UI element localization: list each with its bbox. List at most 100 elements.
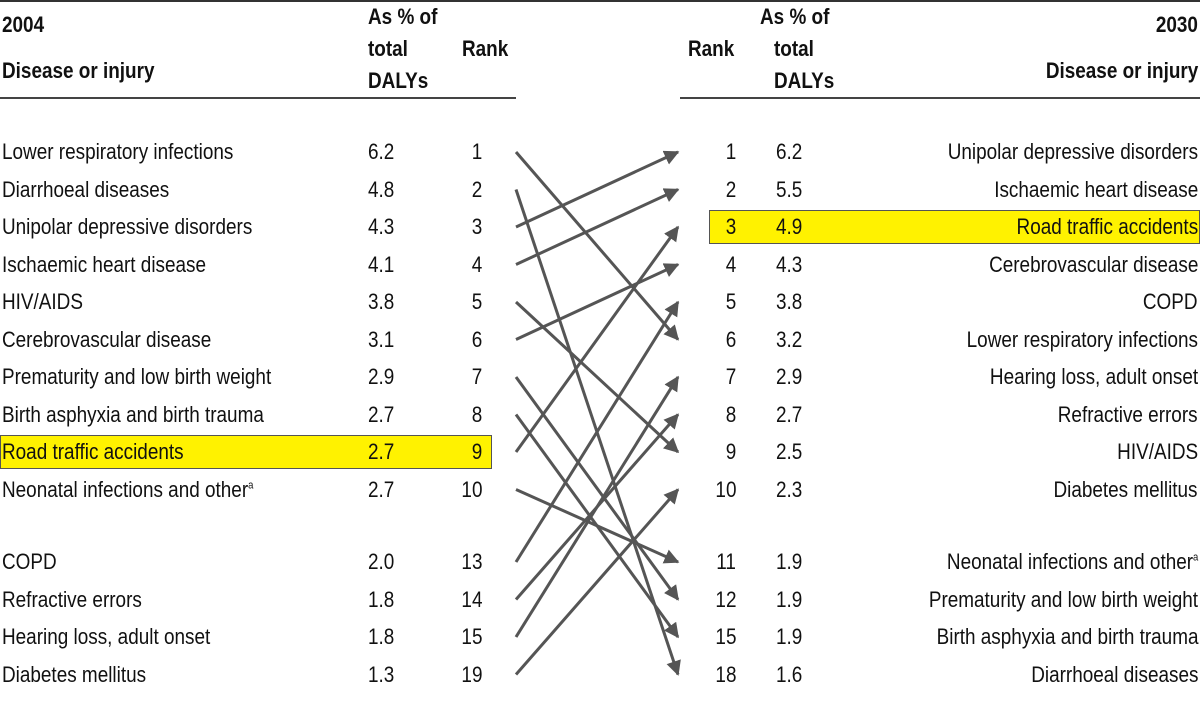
left-disease-header: Disease or injury [2, 58, 155, 83]
right-pct-value: 2.7 [776, 401, 803, 427]
left-pct-value: 3.1 [368, 326, 395, 352]
left-pct-value: 2.0 [368, 549, 395, 574]
left-year: 2004 [2, 12, 45, 37]
left-rank-value: 1 [471, 139, 482, 164]
left-rank-value: 10 [460, 476, 482, 502]
left-pct-value: 1.8 [368, 624, 395, 649]
right-pct-value: 3.8 [776, 289, 803, 314]
rank-change-arrow [514, 488, 680, 676]
right-rank-value: 10 [714, 476, 736, 502]
left-rank-value: 5 [471, 289, 482, 314]
right-pct-value: 3.2 [776, 326, 803, 352]
left-disease-name: Birth asphyxia and birth trauma [2, 401, 264, 427]
right-disease-name: Unipolar depressive disorders [947, 139, 1198, 164]
right-rank-value: 2 [725, 176, 736, 202]
right-pct-value: 1.9 [776, 586, 803, 612]
left-disease-name: Diabetes mellitus [2, 661, 147, 687]
right-disease-name: Cerebrovascular disease [988, 251, 1198, 277]
left-disease-name: HIV/AIDS [2, 289, 83, 314]
right-rank-value: 9 [725, 439, 736, 464]
left-pct-value: 1.8 [368, 586, 395, 612]
left-disease-name: Road traffic accidents [2, 439, 184, 464]
right-disease-header: Disease or injury [1045, 58, 1198, 83]
right-rank-value: 5 [725, 289, 736, 314]
right-disease-name: Lower respiratory infections [966, 326, 1198, 352]
right-rank-header: Rank [688, 36, 735, 61]
left-pct-header-2: total [368, 36, 408, 61]
right-pct-value: 5.5 [776, 176, 803, 202]
left-pct-value: 1.3 [368, 661, 395, 687]
rank-change-arrow [515, 150, 680, 229]
top-rule [0, 0, 1200, 2]
left-pct-value: 2.9 [368, 364, 395, 389]
left-pct-value: 2.7 [368, 476, 395, 502]
right-rank-value: 1 [725, 139, 736, 164]
left-disease-name: Unipolar depressive disorders [2, 214, 253, 239]
rank-change-arrow [514, 225, 680, 453]
right-pct-value: 4.9 [776, 214, 803, 239]
left-pct-header-1: As % of [368, 4, 438, 29]
left-disease-name: Ischaemic heart disease [2, 251, 207, 277]
right-rank-value: 18 [714, 661, 736, 687]
right-year: 2030 [1155, 12, 1198, 37]
right-header-rule [680, 97, 1200, 99]
left-pct-value: 4.8 [368, 176, 395, 202]
left-rank-value: 9 [471, 439, 482, 464]
footnote-marker: a [248, 479, 254, 492]
right-pct-value: 2.3 [776, 476, 803, 502]
left-rank-value: 2 [471, 176, 482, 202]
left-rank-value: 13 [460, 549, 482, 574]
right-pct-header-2: total [774, 36, 814, 61]
left-rank-value: 4 [471, 251, 482, 277]
right-pct-value: 1.9 [776, 549, 803, 574]
left-disease-name: Refractive errors [2, 586, 142, 612]
left-rank-header: Rank [462, 36, 509, 61]
left-rank-value: 6 [471, 326, 482, 352]
left-row-highlight [0, 435, 492, 469]
left-pct-value: 2.7 [368, 439, 395, 464]
right-rank-value: 4 [725, 251, 736, 277]
right-rank-value: 8 [725, 401, 736, 427]
left-disease-name: Cerebrovascular disease [2, 326, 212, 352]
right-pct-header-3: DALYs [774, 68, 835, 93]
right-pct-value: 1.9 [776, 624, 803, 649]
rank-change-arrow [514, 151, 680, 341]
left-pct-value: 4.1 [368, 251, 395, 277]
left-pct-header-3: DALYs [368, 68, 429, 93]
right-disease-name: Ischaemic heart disease [993, 176, 1198, 202]
right-rank-value: 7 [725, 364, 736, 389]
right-disease-name: Birth asphyxia and birth trauma [936, 624, 1198, 649]
right-disease-name: Prematurity and low birth weight [928, 586, 1198, 612]
right-rank-value: 11 [716, 549, 736, 574]
right-disease-name: Diabetes mellitus [1053, 476, 1198, 502]
right-pct-value: 6.2 [776, 139, 803, 164]
right-rank-value: 12 [714, 586, 736, 612]
left-pct-value: 6.2 [368, 139, 395, 164]
footnote-marker: a [1192, 551, 1198, 564]
rank-change-arrow [515, 188, 680, 266]
right-disease-name: Diarrhoeal diseases [1030, 661, 1198, 687]
right-disease-name: Hearing loss, adult onset [989, 364, 1198, 389]
left-rank-value: 3 [471, 214, 482, 239]
right-disease-name: COPD [1143, 289, 1198, 314]
right-disease-name: Neonatal infections and othera [946, 549, 1198, 574]
right-pct-value: 4.3 [776, 251, 803, 277]
right-rank-value: 15 [714, 624, 736, 649]
rank-change-arrow [514, 375, 680, 638]
left-header-rule [0, 97, 516, 99]
left-disease-name: COPD [2, 549, 57, 574]
left-disease-name: Diarrhoeal diseases [2, 176, 170, 202]
rank-change-arrow [514, 300, 680, 563]
left-rank-value: 14 [460, 586, 482, 612]
left-disease-name: Prematurity and low birth weight [2, 364, 272, 389]
right-row-highlight [709, 210, 1200, 244]
left-disease-name: Hearing loss, adult onset [2, 624, 211, 649]
right-disease-name: Road traffic accidents [1016, 214, 1198, 239]
right-pct-header-1: As % of [760, 4, 830, 29]
right-rank-value: 6 [725, 326, 736, 352]
rank-change-arrow [515, 488, 680, 564]
left-pct-value: 4.3 [368, 214, 395, 239]
rank-change-arrow [515, 263, 680, 341]
right-rank-value: 3 [725, 214, 736, 239]
